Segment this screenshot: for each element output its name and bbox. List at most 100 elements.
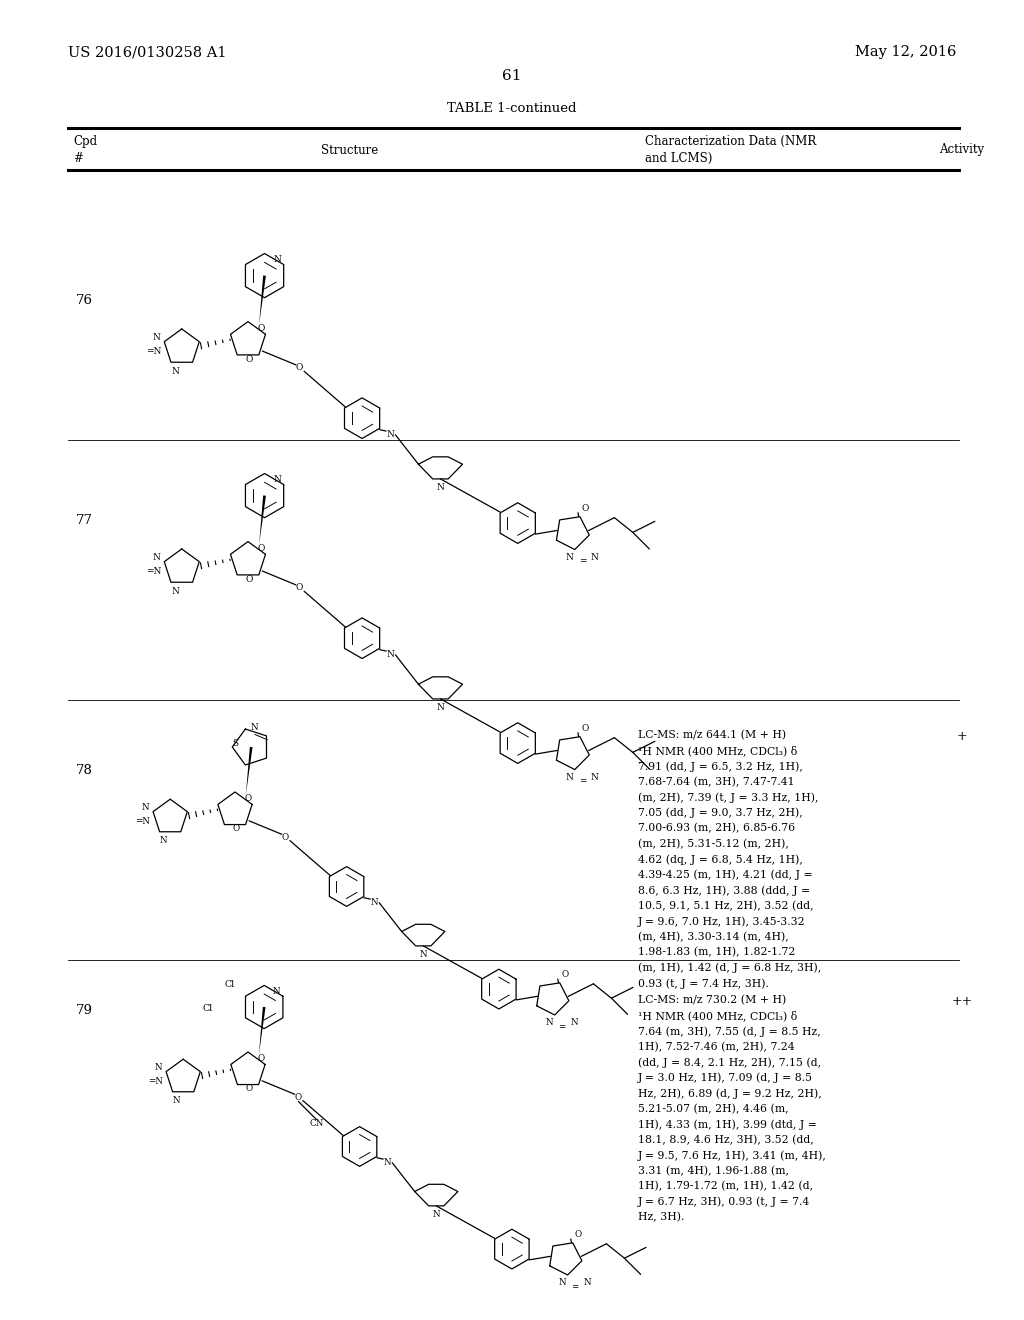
- Text: O: O: [295, 1093, 302, 1101]
- Text: ¹H NMR (400 MHz, CDCl₃) δ: ¹H NMR (400 MHz, CDCl₃) δ: [638, 746, 798, 756]
- Text: =N: =N: [145, 347, 161, 356]
- Text: J = 6.7 Hz, 3H), 0.93 (t, J = 7.4: J = 6.7 Hz, 3H), 0.93 (t, J = 7.4: [638, 1196, 810, 1206]
- Text: N: N: [559, 1278, 566, 1287]
- Text: N: N: [153, 333, 161, 342]
- Text: =: =: [579, 557, 587, 566]
- Text: =N: =N: [145, 568, 161, 577]
- Text: 8.6, 6.3 Hz, 1H), 3.88 (ddd, J =: 8.6, 6.3 Hz, 1H), 3.88 (ddd, J =: [638, 884, 810, 895]
- Text: Activity: Activity: [939, 144, 984, 157]
- Text: +: +: [956, 730, 968, 743]
- Text: N: N: [160, 836, 168, 845]
- Text: Cl: Cl: [203, 1005, 213, 1014]
- Text: O: O: [282, 833, 289, 842]
- Text: O: O: [257, 325, 264, 333]
- Text: 61: 61: [502, 69, 522, 83]
- Text: O: O: [232, 825, 240, 833]
- Text: N: N: [273, 987, 281, 997]
- Text: N: N: [251, 723, 259, 731]
- Text: 5.21-5.07 (m, 2H), 4.46 (m,: 5.21-5.07 (m, 2H), 4.46 (m,: [638, 1104, 788, 1114]
- Text: N: N: [591, 553, 599, 562]
- Text: 1H), 7.52-7.46 (m, 2H), 7.24: 1H), 7.52-7.46 (m, 2H), 7.24: [638, 1041, 795, 1052]
- Text: N: N: [570, 1019, 578, 1027]
- Polygon shape: [259, 495, 266, 545]
- Text: O: O: [244, 795, 251, 804]
- Text: N: N: [432, 1210, 440, 1220]
- Text: O: O: [257, 544, 264, 553]
- Text: 0.93 (t, J = 7.4 Hz, 3H).: 0.93 (t, J = 7.4 Hz, 3H).: [638, 978, 769, 989]
- Text: N: N: [546, 1019, 553, 1027]
- Text: (m, 2H), 7.39 (t, J = 3.3 Hz, 1H),: (m, 2H), 7.39 (t, J = 3.3 Hz, 1H),: [638, 792, 818, 803]
- Text: #: #: [73, 152, 83, 165]
- Text: N: N: [155, 1063, 163, 1072]
- Text: N: N: [387, 430, 394, 440]
- Text: O: O: [561, 970, 568, 979]
- Text: Cl: Cl: [225, 979, 236, 989]
- Text: (m, 1H), 1.42 (d, J = 6.8 Hz, 3H),: (m, 1H), 1.42 (d, J = 6.8 Hz, 3H),: [638, 962, 821, 973]
- Text: N: N: [142, 803, 150, 812]
- Text: N: N: [565, 553, 573, 562]
- Text: J = 9.5, 7.6 Hz, 1H), 3.41 (m, 4H),: J = 9.5, 7.6 Hz, 1H), 3.41 (m, 4H),: [638, 1150, 826, 1160]
- Text: N: N: [153, 553, 161, 562]
- Text: N: N: [584, 1278, 591, 1287]
- Text: N: N: [591, 774, 599, 783]
- Text: 10.5, 9.1, 5.1 Hz, 2H), 3.52 (dd,: 10.5, 9.1, 5.1 Hz, 2H), 3.52 (dd,: [638, 900, 814, 911]
- Text: N: N: [436, 483, 444, 492]
- Text: 7.05 (dd, J = 9.0, 3.7 Hz, 2H),: 7.05 (dd, J = 9.0, 3.7 Hz, 2H),: [638, 808, 803, 818]
- Text: 1H), 4.33 (m, 1H), 3.99 (dtd, J =: 1H), 4.33 (m, 1H), 3.99 (dtd, J =: [638, 1119, 817, 1130]
- Text: 76: 76: [76, 293, 93, 306]
- Text: O: O: [582, 504, 589, 512]
- Text: O: O: [296, 363, 303, 372]
- Text: =N: =N: [147, 1077, 163, 1086]
- Text: O: O: [574, 1230, 582, 1239]
- Text: J = 3.0 Hz, 1H), 7.09 (d, J = 8.5: J = 3.0 Hz, 1H), 7.09 (d, J = 8.5: [638, 1072, 813, 1084]
- Text: O: O: [246, 1085, 253, 1093]
- Text: Structure: Structure: [322, 144, 379, 157]
- Text: 7.00-6.93 (m, 2H), 6.85-6.76: 7.00-6.93 (m, 2H), 6.85-6.76: [638, 822, 795, 833]
- Text: (m, 2H), 5.31-5.12 (m, 2H),: (m, 2H), 5.31-5.12 (m, 2H),: [638, 838, 788, 849]
- Text: 78: 78: [76, 763, 93, 776]
- Text: Characterization Data (NMR: Characterization Data (NMR: [645, 135, 816, 148]
- Text: 1.98-1.83 (m, 1H), 1.82-1.72: 1.98-1.83 (m, 1H), 1.82-1.72: [638, 946, 796, 957]
- Text: N: N: [436, 704, 444, 713]
- Text: ++: ++: [951, 995, 973, 1008]
- Text: J = 9.6, 7.0 Hz, 1H), 3.45-3.32: J = 9.6, 7.0 Hz, 1H), 3.45-3.32: [638, 916, 806, 927]
- Text: =: =: [558, 1023, 566, 1032]
- Text: =: =: [579, 777, 587, 787]
- Text: 79: 79: [76, 1003, 93, 1016]
- Text: N: N: [171, 367, 179, 376]
- Text: N: N: [171, 587, 179, 595]
- Text: =N: =N: [135, 817, 150, 826]
- Text: N: N: [387, 651, 394, 659]
- Text: TABLE 1-continued: TABLE 1-continued: [447, 102, 577, 115]
- Text: 7.64 (m, 3H), 7.55 (d, J = 8.5 Hz,: 7.64 (m, 3H), 7.55 (d, J = 8.5 Hz,: [638, 1026, 821, 1036]
- Text: (dd, J = 8.4, 2.1 Hz, 2H), 7.15 (d,: (dd, J = 8.4, 2.1 Hz, 2H), 7.15 (d,: [638, 1057, 821, 1068]
- Text: O: O: [257, 1055, 264, 1064]
- Text: N: N: [173, 1096, 180, 1105]
- Text: 1H), 1.79-1.72 (m, 1H), 1.42 (d,: 1H), 1.79-1.72 (m, 1H), 1.42 (d,: [638, 1181, 813, 1192]
- Text: LC-MS: m/z 644.1 (M + H): LC-MS: m/z 644.1 (M + H): [638, 730, 786, 741]
- Text: 18.1, 8.9, 4.6 Hz, 3H), 3.52 (dd,: 18.1, 8.9, 4.6 Hz, 3H), 3.52 (dd,: [638, 1134, 814, 1144]
- Polygon shape: [259, 1007, 265, 1055]
- Text: N: N: [273, 475, 282, 484]
- Text: US 2016/0130258 A1: US 2016/0130258 A1: [68, 45, 226, 59]
- Text: 4.62 (dq, J = 6.8, 5.4 Hz, 1H),: 4.62 (dq, J = 6.8, 5.4 Hz, 1H),: [638, 854, 803, 865]
- Text: ¹H NMR (400 MHz, CDCl₃) δ: ¹H NMR (400 MHz, CDCl₃) δ: [638, 1011, 798, 1022]
- Text: Hz, 2H), 6.89 (d, J = 9.2 Hz, 2H),: Hz, 2H), 6.89 (d, J = 9.2 Hz, 2H),: [638, 1088, 821, 1098]
- Text: and LCMS): and LCMS): [645, 152, 713, 165]
- Text: (m, 4H), 3.30-3.14 (m, 4H),: (m, 4H), 3.30-3.14 (m, 4H),: [638, 932, 788, 942]
- Text: LC-MS: m/z 730.2 (M + H): LC-MS: m/z 730.2 (M + H): [638, 995, 786, 1006]
- Text: 3.31 (m, 4H), 1.96-1.88 (m,: 3.31 (m, 4H), 1.96-1.88 (m,: [638, 1166, 790, 1176]
- Polygon shape: [246, 747, 253, 795]
- Text: N: N: [565, 774, 573, 783]
- Text: O: O: [245, 574, 253, 583]
- Text: 77: 77: [76, 513, 93, 527]
- Text: N: N: [420, 950, 427, 960]
- Text: O: O: [245, 355, 253, 364]
- Polygon shape: [259, 276, 266, 325]
- Text: N: N: [384, 1158, 391, 1167]
- Text: Cpd: Cpd: [73, 135, 97, 148]
- Text: =: =: [571, 1283, 579, 1292]
- Text: May 12, 2016: May 12, 2016: [855, 45, 956, 59]
- Text: N: N: [273, 255, 282, 264]
- Text: 4.39-4.25 (m, 1H), 4.21 (dd, J =: 4.39-4.25 (m, 1H), 4.21 (dd, J =: [638, 870, 813, 880]
